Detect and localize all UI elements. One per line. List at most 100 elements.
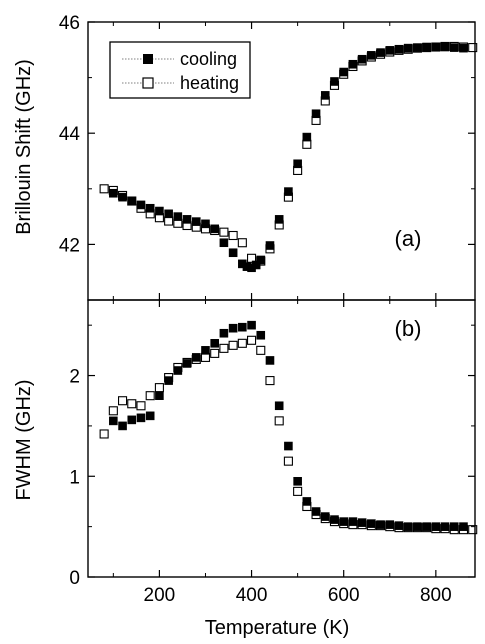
panel-b-point-heating	[237, 338, 247, 348]
panel-b-point-cooling	[367, 519, 376, 528]
panel-a-point-cooling	[127, 196, 137, 206]
legend-box	[109, 41, 251, 99]
panel-b-label: (b)	[395, 316, 422, 341]
panel-a-point-cooling	[228, 248, 238, 258]
panel-a-point-cooling	[256, 255, 266, 265]
panel-b-point-cooling	[440, 522, 450, 531]
panel-b-point-heating	[108, 406, 118, 416]
panel-b-point-cooling	[320, 512, 330, 521]
panel-a-point-cooling	[440, 42, 450, 52]
panel-b-point-cooling	[284, 441, 293, 451]
panel-a-point-heating	[99, 184, 109, 194]
panel-b-point-cooling	[238, 322, 247, 332]
panel-a-point-cooling	[403, 43, 413, 53]
panel-a-point-cooling	[413, 43, 422, 52]
panel-a-point-cooling	[274, 215, 284, 224]
panel-b-point-cooling	[274, 401, 284, 411]
panel-b-point-cooling	[201, 346, 210, 355]
x-tick-label: 800	[420, 585, 452, 606]
panel-b-point-cooling	[348, 517, 358, 526]
panel-b-point-cooling	[357, 518, 367, 527]
x-axis-title: Temperature (K)	[205, 617, 350, 639]
panel-b-point-cooling	[413, 522, 422, 531]
panel-b-point-heating	[274, 416, 284, 426]
panel-b-point-heating	[154, 383, 164, 393]
panel-b-point-cooling	[339, 517, 349, 526]
panel-b-point-heating	[99, 429, 109, 439]
panel-b-point-cooling	[210, 339, 219, 348]
panel-a-point-heating	[468, 43, 478, 53]
panel-a-point-cooling	[201, 219, 210, 229]
panel-a-point-cooling	[357, 54, 367, 64]
panel-b-y-tick-label: 1	[69, 467, 80, 488]
panel-b-point-heating	[256, 345, 266, 355]
panel-a-label: (a)	[395, 226, 422, 251]
panel-b-point-heating	[247, 335, 257, 345]
legend-marker-heating	[142, 77, 154, 89]
panel-a-point-heating	[228, 230, 238, 241]
panel-a-point-cooling	[330, 77, 339, 86]
panel-a-point-cooling	[210, 224, 219, 234]
panel-b-point-cooling	[403, 522, 413, 531]
panel-b-point-heating	[136, 401, 146, 411]
panel-a-point-cooling	[118, 192, 127, 202]
panel-b-ticks: 200 400 600 800 0 1 2	[69, 300, 475, 606]
panel-b-data-points	[99, 320, 478, 535]
panel-b-point-heating	[127, 399, 137, 409]
legend-marker-cooling	[143, 54, 153, 64]
panel-a-point-cooling	[339, 67, 349, 77]
panel-a-point-cooling	[431, 42, 441, 52]
x-tick-label: 200	[144, 585, 176, 606]
panel-a-point-cooling	[164, 209, 173, 219]
panel-b-y-tick-label: 2	[69, 367, 80, 388]
panel-b-point-cooling	[247, 320, 256, 330]
panel-a-point-cooling	[311, 109, 321, 119]
panel-b-point-cooling	[228, 323, 238, 333]
panel-a-point-heating	[247, 253, 257, 263]
panel-b-point-heating	[283, 456, 293, 466]
panel-b-point-cooling	[385, 520, 395, 529]
panel-a-point-cooling	[173, 212, 183, 221]
panel-b-frame	[87, 299, 476, 578]
panel-b-point-heating	[118, 396, 128, 406]
panel-b-point-cooling	[422, 522, 431, 531]
panel-b-point-cooling	[145, 411, 155, 421]
panel-a-point-cooling	[449, 43, 459, 52]
panel-a-point-cooling	[302, 132, 312, 142]
panel-b-point-cooling	[265, 356, 275, 365]
x-tick-label: 600	[328, 585, 360, 606]
panel-b-point-cooling	[302, 497, 312, 506]
panel-b-point-cooling	[127, 415, 137, 425]
panel-a-point-heating	[219, 227, 229, 237]
panel-b-point-cooling	[219, 328, 229, 338]
panel-a-point-cooling	[219, 238, 229, 248]
panel-b-point-cooling	[431, 522, 441, 531]
panel-b-point-heating	[265, 376, 275, 386]
panel-a-data-points	[99, 41, 478, 273]
panel-b-point-cooling	[376, 520, 385, 529]
panel-a-point-cooling	[422, 42, 431, 52]
panel-b-point-cooling	[155, 391, 164, 400]
panel-b-point-heating	[228, 340, 238, 350]
panel-a-point-cooling	[348, 59, 358, 69]
panel-a-point-cooling	[251, 260, 261, 270]
panel-b-point-cooling	[191, 353, 201, 362]
panel-a-y-tick-label: 42	[59, 235, 80, 256]
panel-b-fwhm: 200 400 600 800 0 1 2 (b) FWHM (GHz) Temperatu…	[13, 300, 478, 639]
panel-a-point-cooling	[320, 91, 330, 100]
panel-a-point-cooling	[367, 51, 376, 60]
panel-b-point-cooling	[256, 330, 266, 340]
legend-label-heating: heating	[180, 73, 239, 93]
panel-a-y-tick-label: 44	[59, 124, 81, 145]
panel-b-point-cooling	[293, 477, 302, 486]
panel-a-point-cooling	[293, 159, 302, 169]
panel-a-point-cooling	[155, 206, 164, 216]
panel-a-point-cooling	[265, 241, 275, 250]
panel-b-point-cooling	[109, 416, 118, 426]
panel-b-point-heating	[219, 343, 229, 353]
panel-b-point-cooling	[459, 522, 468, 531]
panel-a-brillouin-shift: 42 44 46 (a) Brillouin Shift (GHz) cooling…	[13, 13, 478, 301]
panel-a-point-cooling	[284, 187, 293, 196]
legend-label-cooling: cooling	[180, 49, 237, 69]
